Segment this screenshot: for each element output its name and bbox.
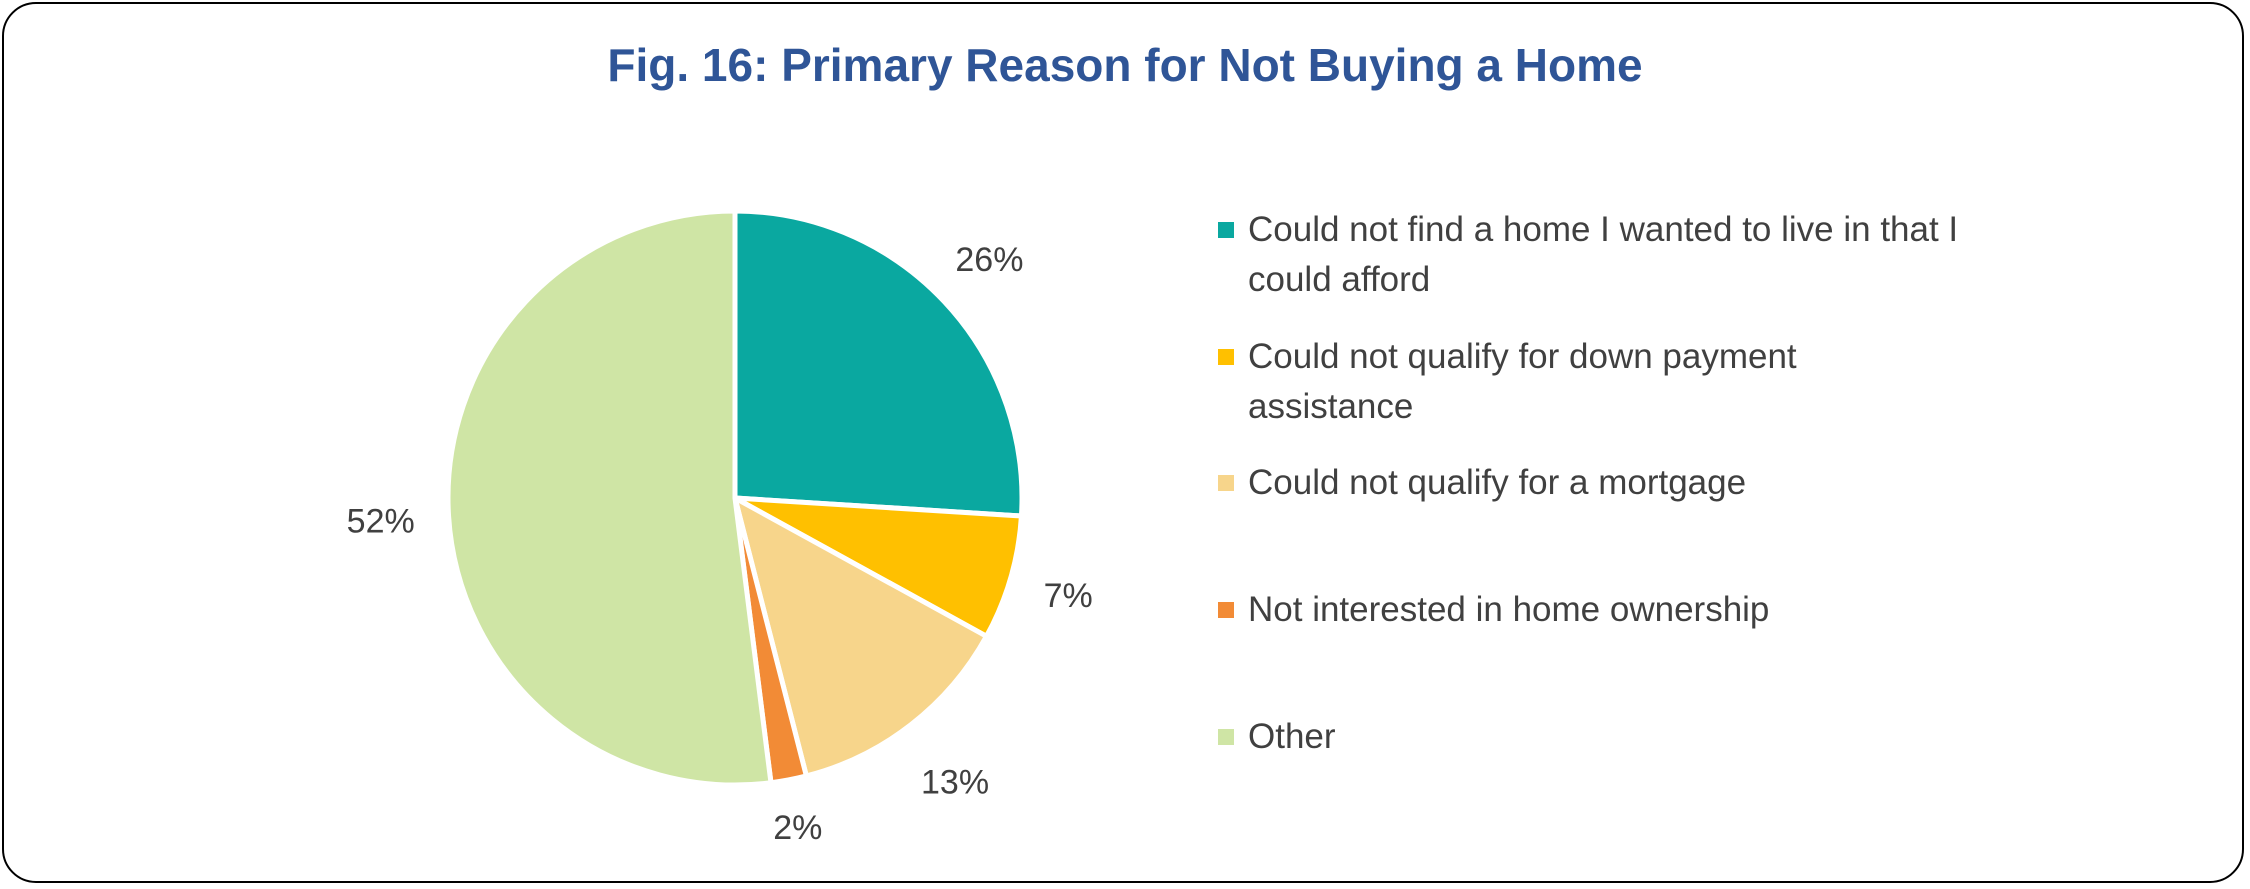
legend-swatch <box>1218 729 1234 745</box>
legend-item-down-payment: Could not qualify for down payment assis… <box>1218 332 1978 432</box>
pie-slice-find-home <box>732 208 1025 519</box>
legend-item-mortgage: Could not qualify for a mortgage <box>1218 458 1978 508</box>
legend-label: Other <box>1248 717 1336 756</box>
data-label-down-payment: 7% <box>1044 577 1093 615</box>
legend-swatch <box>1218 475 1234 491</box>
data-label-mortgage: 13% <box>921 764 989 802</box>
legend-swatch <box>1218 222 1234 238</box>
legend-swatch <box>1218 349 1234 365</box>
data-label-other: 52% <box>347 502 415 540</box>
pie-slice-mortgage <box>732 495 989 779</box>
legend-swatch <box>1218 602 1234 618</box>
legend-label: Could not find a home I wanted to live i… <box>1248 210 1959 299</box>
data-label-find-home: 26% <box>955 241 1023 279</box>
legend-item-not-interested: Not interested in home ownership <box>1218 585 1978 635</box>
legend-item-find-home: Could not find a home I wanted to live i… <box>1218 205 1978 305</box>
legend-label: Could not qualify for a mortgage <box>1248 463 1747 502</box>
data-label-not-interested: 2% <box>773 809 822 847</box>
pie-slice-other <box>445 208 774 788</box>
chart-title: Fig. 16: Primary Reason for Not Buying a… <box>607 39 1643 91</box>
legend-label: Not interested in home ownership <box>1248 590 1770 629</box>
legend-label: Could not qualify for down payment assis… <box>1248 337 1797 426</box>
legend-item-other: Other <box>1218 712 1978 762</box>
